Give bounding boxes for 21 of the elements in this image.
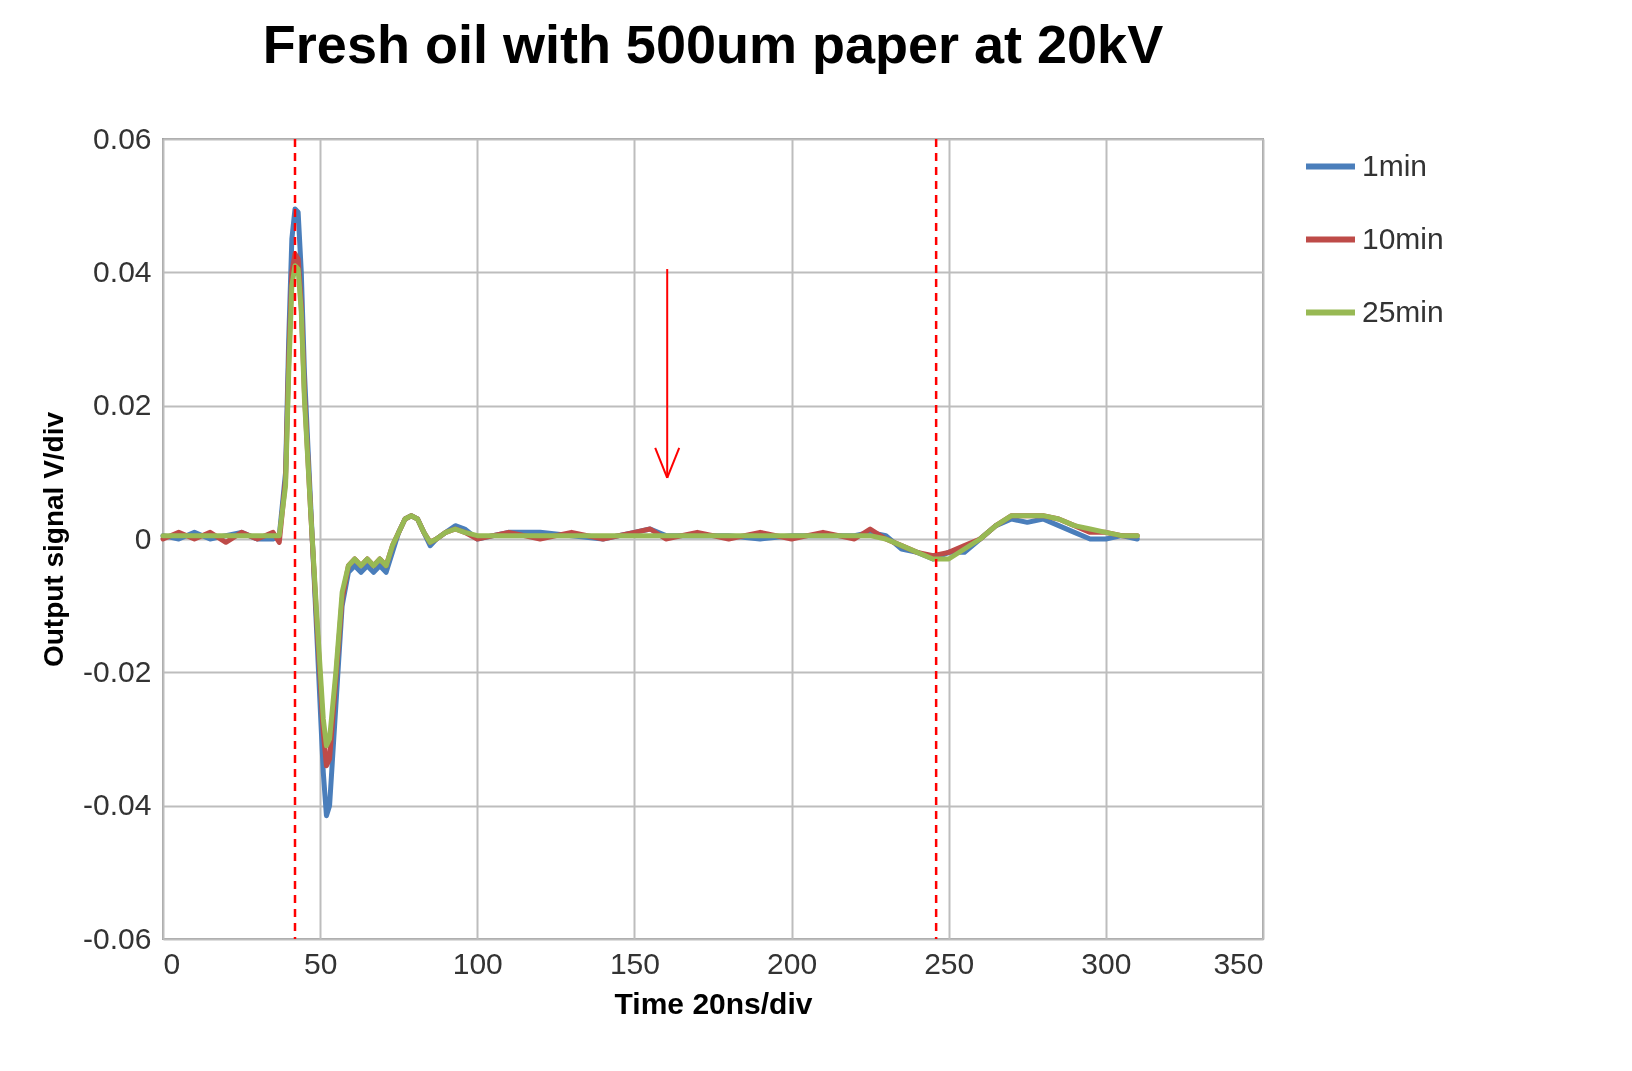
- y-tick-label: -0.04: [83, 788, 152, 822]
- x-tick-label: 300: [1081, 946, 1132, 980]
- x-tick-label: 0: [163, 946, 181, 980]
- x-tick-label: 50: [303, 946, 338, 980]
- y-tick-label: -0.02: [83, 654, 152, 688]
- x-tick-label: 100: [452, 946, 503, 980]
- y-tick-label: 0.02: [93, 388, 152, 422]
- x-axis-title: Time 20ns/div: [614, 986, 813, 1020]
- y-tick-label: 0: [134, 521, 152, 555]
- y-tick-label: 0.04: [93, 254, 152, 288]
- legend-label: 1min: [1362, 148, 1428, 182]
- y-tick-label: 0.06: [93, 121, 152, 155]
- x-tick-label: 200: [767, 946, 818, 980]
- chart-title: Fresh oil with 500um paper at 20kV: [262, 14, 1164, 74]
- y-axis-title: Output signal V/div: [38, 411, 70, 668]
- x-tick-label: 350: [1213, 946, 1264, 980]
- legend-label: 10min: [1362, 221, 1444, 255]
- legend-label: 25min: [1362, 294, 1444, 328]
- y-tick-label: -0.06: [83, 921, 152, 955]
- x-tick-label: 250: [924, 946, 975, 980]
- x-tick-label: 150: [609, 946, 660, 980]
